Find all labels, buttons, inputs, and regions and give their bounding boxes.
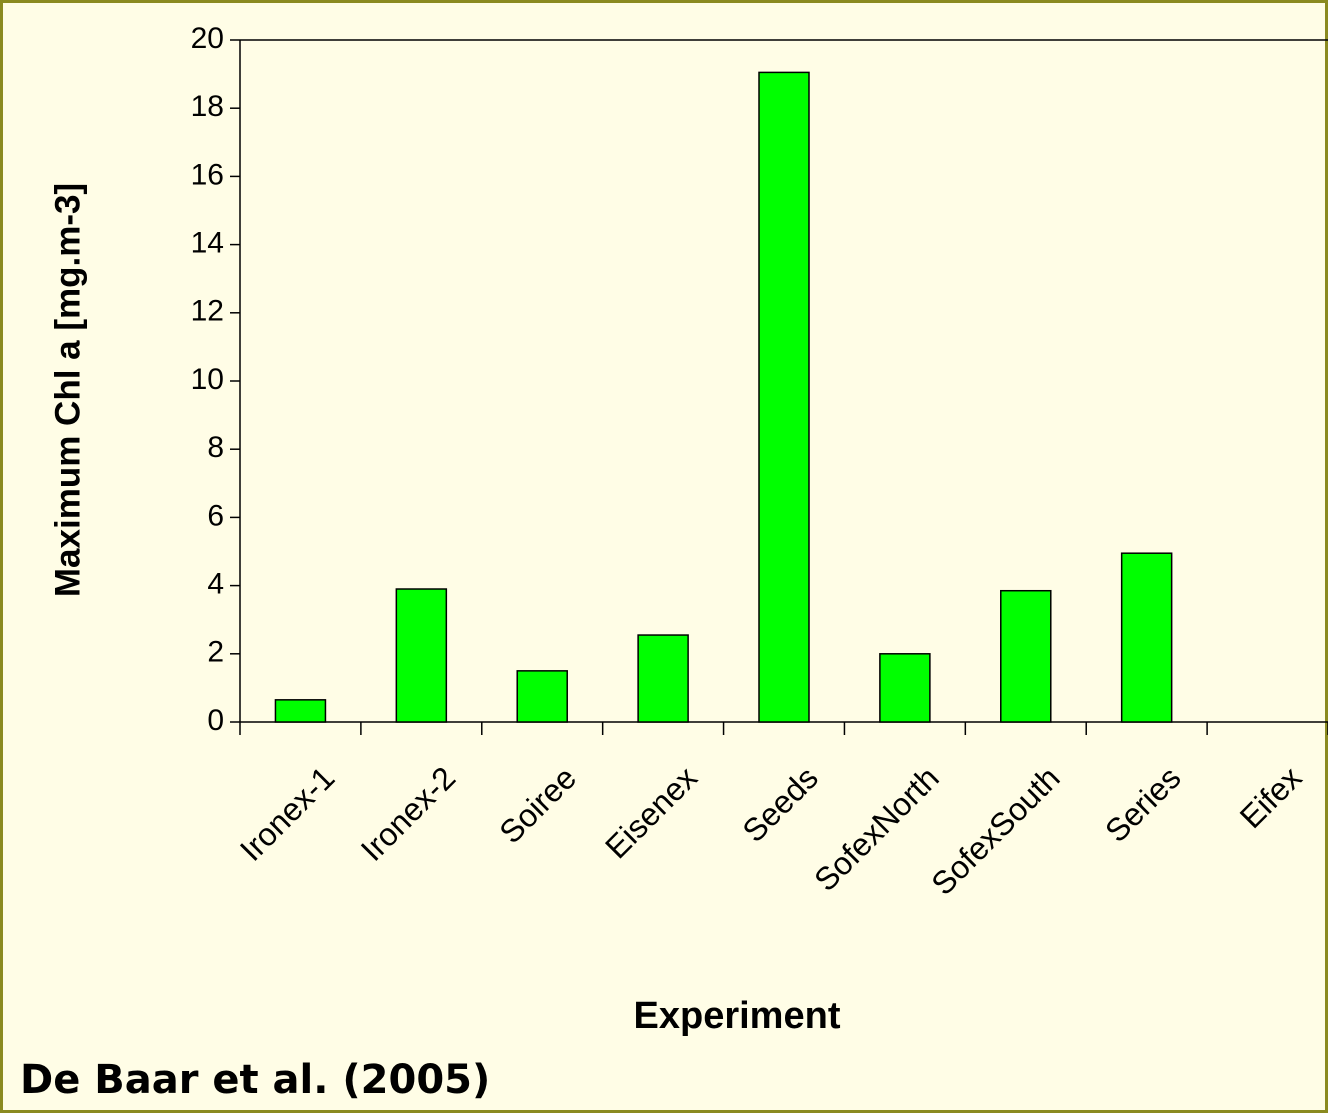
y-tick-label: 18 [191,90,224,123]
y-tick-label: 12 [191,295,224,328]
x-axis-label: Experiment [634,995,841,1037]
y-tick-label: 4 [207,568,224,601]
y-tick-label: 14 [191,227,224,260]
bar [516,670,568,723]
bar [395,588,448,723]
y-tick-label: 2 [207,636,224,669]
annotation: De Baar et al. (2005) [20,1057,490,1103]
bar [879,653,931,723]
y-tick-label: 8 [207,431,224,464]
y-tick-label: 10 [191,363,224,396]
y-tick-label: 20 [191,22,224,55]
y-tick-label: 16 [191,158,224,191]
bar [637,634,689,723]
y-tick-label: 0 [207,704,224,737]
y-tick-label: 6 [207,499,224,532]
bar [758,71,810,723]
y-axis-label: Maximum Chl a [mg.m-3] [48,183,87,597]
bar [1000,589,1052,723]
bar [274,699,327,723]
bar [1120,552,1173,723]
